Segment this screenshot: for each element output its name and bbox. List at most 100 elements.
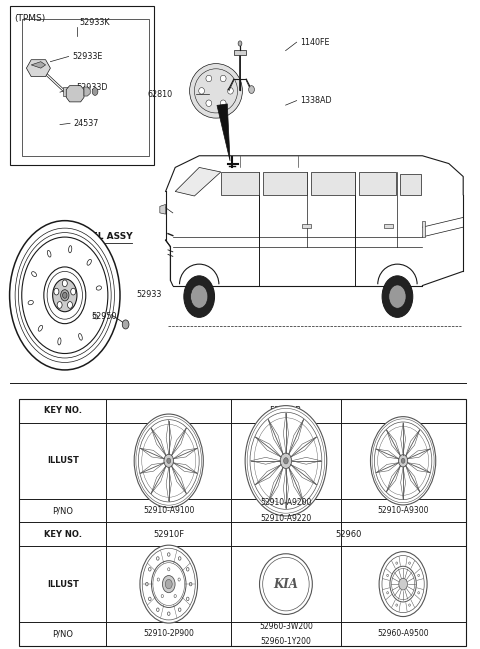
Circle shape [57,302,62,308]
Circle shape [396,604,397,606]
Circle shape [145,582,148,586]
Circle shape [418,574,420,576]
Circle shape [156,557,159,560]
Ellipse shape [28,300,33,305]
Circle shape [10,221,120,370]
Circle shape [174,594,176,598]
Text: 1338AD: 1338AD [300,96,332,105]
Text: 52960: 52960 [335,530,361,539]
Circle shape [168,553,170,556]
Text: KEY NO.: KEY NO. [44,530,82,539]
Ellipse shape [199,88,204,94]
Text: 52950: 52950 [91,312,117,321]
Text: 52910-2P900: 52910-2P900 [144,630,194,639]
Polygon shape [221,172,259,195]
Circle shape [168,568,170,571]
Circle shape [179,608,181,611]
Text: 52910-A9220: 52910-A9220 [260,514,312,523]
Polygon shape [160,204,166,214]
Text: 52910-A9100: 52910-A9100 [143,506,194,515]
Circle shape [71,288,76,295]
Circle shape [140,545,198,623]
Ellipse shape [87,260,91,265]
Circle shape [371,417,436,505]
Text: 52910B: 52910B [270,406,302,415]
Circle shape [157,578,159,581]
Polygon shape [359,172,396,195]
Ellipse shape [69,246,72,252]
Circle shape [161,594,164,598]
Circle shape [156,608,159,611]
Circle shape [398,454,408,467]
Circle shape [168,612,170,615]
Text: 62810: 62810 [148,90,173,99]
Circle shape [167,458,171,463]
Circle shape [53,279,77,312]
Text: KIA: KIA [274,578,299,591]
Circle shape [191,285,208,308]
Ellipse shape [79,334,82,340]
Ellipse shape [96,286,101,290]
Polygon shape [263,172,307,195]
Text: KEY NO.: KEY NO. [44,406,82,415]
Bar [63,87,74,96]
Circle shape [408,562,410,564]
Circle shape [134,414,204,508]
Text: 52960-1Y200: 52960-1Y200 [261,637,312,646]
Circle shape [382,276,413,317]
Text: 52960-A9500: 52960-A9500 [377,630,429,639]
Polygon shape [31,62,46,68]
Polygon shape [84,87,90,96]
Ellipse shape [32,272,36,276]
Bar [384,224,393,228]
Circle shape [68,302,72,308]
Ellipse shape [206,75,212,82]
Ellipse shape [228,88,233,94]
Ellipse shape [220,75,226,82]
Text: P/NO: P/NO [52,506,73,515]
Text: 52910-A9300: 52910-A9300 [377,506,429,515]
Circle shape [379,552,427,617]
Ellipse shape [220,100,226,106]
Ellipse shape [38,325,43,331]
Ellipse shape [48,251,51,257]
Bar [10,6,154,165]
Circle shape [54,288,59,295]
Polygon shape [26,60,50,77]
Text: ILLUST: ILLUST [47,456,79,465]
Polygon shape [311,172,355,195]
Text: 52933: 52933 [137,290,162,299]
Circle shape [249,86,254,93]
Circle shape [162,576,175,593]
Text: WHEEL ASSY: WHEEL ASSY [69,232,133,241]
Polygon shape [175,167,221,196]
Circle shape [92,88,98,95]
Ellipse shape [190,64,242,118]
Circle shape [178,578,180,581]
Circle shape [122,320,129,329]
Circle shape [238,41,242,46]
Polygon shape [400,174,421,195]
Text: 52933D: 52933D [77,83,108,92]
Circle shape [418,592,420,594]
Circle shape [165,580,172,589]
Circle shape [399,578,408,590]
Circle shape [179,557,181,560]
Circle shape [186,597,189,601]
Ellipse shape [260,554,312,615]
Circle shape [387,574,388,576]
Text: 1140FE: 1140FE [300,38,329,47]
Text: 52960-3W200: 52960-3W200 [259,622,313,631]
Text: 24537: 24537 [73,119,99,128]
Text: ILLUST: ILLUST [47,580,79,589]
Ellipse shape [206,100,212,106]
Text: 52910-A9200: 52910-A9200 [260,498,312,508]
Bar [422,221,425,237]
Circle shape [148,567,151,571]
Text: (TPMS): (TPMS) [14,14,46,23]
Circle shape [62,292,67,299]
Circle shape [245,406,327,516]
Circle shape [401,458,405,463]
Text: P/NO: P/NO [52,630,73,639]
Circle shape [184,276,215,317]
